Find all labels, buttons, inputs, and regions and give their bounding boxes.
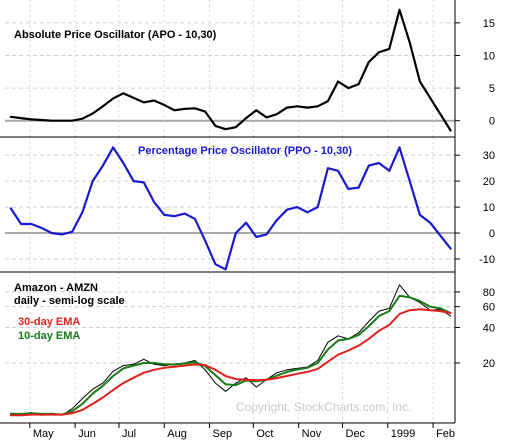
10-day-ema-line (9, 294, 452, 416)
y-tick-label: 15 (483, 18, 495, 30)
y-tick-label: 30 (483, 150, 495, 162)
copyright-watermark: Copyright, StockCharts.com, Inc. (236, 400, 412, 414)
legend-10-day-ema: 10-day EMA (18, 330, 81, 342)
series-lines (9, 8, 452, 417)
tick-labels: 15 10 5 0 30 20 10 0 -10 80 60 40 20 May Jun Jul Aug Sep O… (33, 18, 495, 440)
y-tick-label: 20 (483, 358, 495, 370)
panel-frames (0, 0, 460, 428)
x-tick-label: Dec (346, 428, 366, 440)
x-tick-label: Sep (213, 428, 233, 440)
30-day-ema-line (9, 308, 452, 417)
oscillator-line (9, 146, 452, 271)
x-tick-label: Feb (436, 428, 455, 440)
x-tick-label: Aug (167, 428, 187, 440)
y-tick-label: 80 (483, 287, 495, 299)
x-tick-label: Jul (122, 428, 136, 440)
oscillator-line (9, 8, 452, 132)
price-panel-title: Amazon - AMZN daily - semi-log scale (14, 282, 125, 308)
y-tick-label: 20 (483, 176, 495, 188)
y-tick-label: 5 (489, 83, 495, 95)
x-tick-label: 1999 (391, 428, 415, 440)
y-tick-label: 60 (483, 302, 495, 314)
y-tick-label: -10 (479, 254, 495, 266)
legend-30-day-ema: 30-day EMA (18, 316, 81, 328)
apo-panel-title: Absolute Price Oscillator (APO - 10,30) (14, 29, 217, 41)
ppo-panel-title: Percentage Price Oscillator (PPO - 10,30… (138, 145, 352, 157)
y-tick-label: 0 (489, 228, 495, 240)
y-tick-label: 40 (483, 322, 495, 334)
x-tick-label: Oct (256, 428, 273, 440)
x-tick-label: Jun (78, 428, 96, 440)
x-tick-label: Nov (302, 428, 322, 440)
price-line (10, 284, 452, 416)
x-tick-label: May (33, 428, 54, 440)
y-tick-label: 0 (489, 116, 495, 128)
y-tick-label: 10 (483, 50, 495, 62)
price-title-scale: daily - semi-log scale (14, 295, 125, 307)
price-title-ticker: Amazon - AMZN (14, 282, 98, 294)
gridlines (5, 0, 455, 423)
y-tick-label: 10 (483, 202, 495, 214)
